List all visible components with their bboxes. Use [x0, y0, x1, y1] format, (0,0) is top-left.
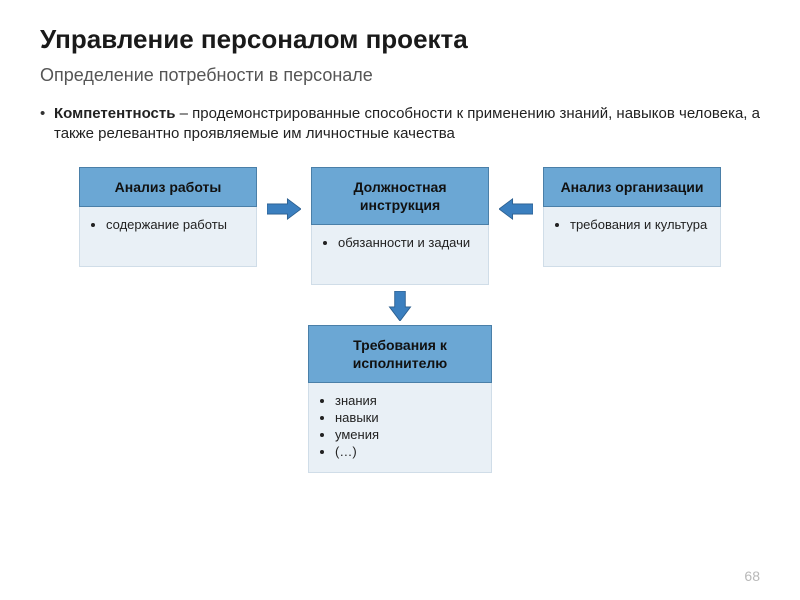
bottom-row: Требования к исполнителю знания навыки у… — [40, 325, 760, 473]
box-header: Анализ работы — [79, 167, 257, 207]
page-title: Управление персоналом проекта — [40, 24, 760, 55]
list-item: содержание работы — [106, 217, 248, 232]
box-requirements: Требования к исполнителю знания навыки у… — [308, 325, 492, 473]
arrow-down-icon — [376, 291, 424, 321]
arrow-shape — [499, 198, 533, 218]
box-job-description: Должностная инструкция обязанности и зад… — [311, 167, 489, 285]
box-body: содержание работы — [79, 207, 257, 267]
list-item: требования и культура — [570, 217, 712, 232]
list-item: знания — [335, 393, 483, 408]
arrow-down-wrap — [40, 291, 760, 321]
arrow-shape — [267, 198, 301, 218]
arrow-shape — [389, 291, 410, 321]
list-item: (…) — [335, 444, 483, 459]
box-body: знания навыки умения (…) — [308, 383, 492, 473]
box-org-analysis: Анализ организации требования и культура — [543, 167, 721, 267]
box-header: Требования к исполнителю — [308, 325, 492, 383]
box-body: требования и культура — [543, 207, 721, 267]
list-item: навыки — [335, 410, 483, 425]
top-row: Анализ работы содержание работы Должност… — [40, 167, 760, 285]
definition-term: Компетентность — [54, 105, 175, 122]
box-analysis-work: Анализ работы содержание работы — [79, 167, 257, 267]
box-header: Должностная инструкция — [311, 167, 489, 225]
definition-paragraph: Компетентность – продемонстрированные сп… — [40, 104, 760, 145]
page-number: 68 — [744, 568, 760, 584]
page-subtitle: Определение потребности в персонале — [40, 65, 760, 86]
arrow-right-icon — [267, 185, 301, 233]
list-item: обязанности и задачи — [338, 235, 480, 250]
arrow-left-icon — [499, 185, 533, 233]
list-item: умения — [335, 427, 483, 442]
slide: Управление персоналом проекта Определени… — [0, 0, 800, 600]
box-body: обязанности и задачи — [311, 225, 489, 285]
box-header: Анализ организации — [543, 167, 721, 207]
